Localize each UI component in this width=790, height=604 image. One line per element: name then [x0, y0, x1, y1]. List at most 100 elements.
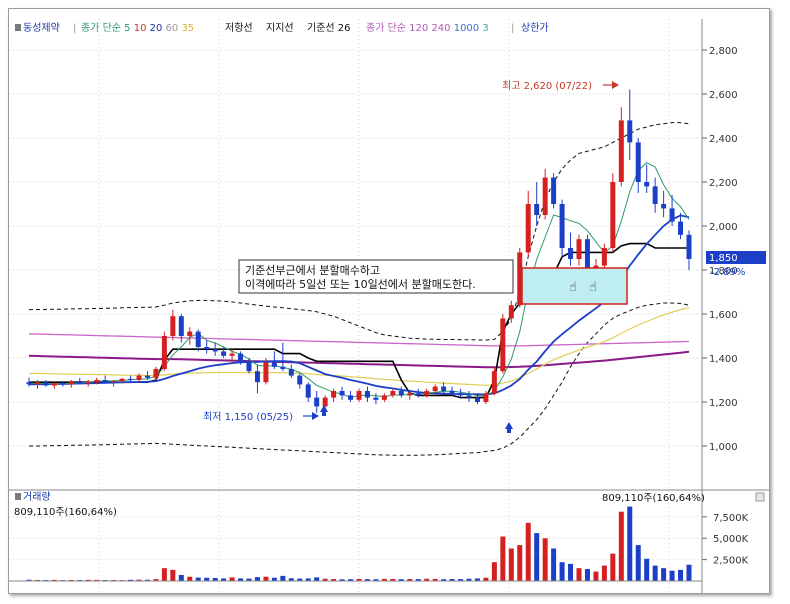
- candle-body: [161, 336, 167, 369]
- candle-body: [271, 362, 277, 367]
- candle-body: [246, 362, 252, 372]
- candle-body: [601, 248, 607, 266]
- signal-arrow-icon: [505, 422, 513, 429]
- candle-body: [331, 391, 337, 398]
- candle-body: [678, 221, 684, 235]
- envelope-lower-line: [29, 302, 690, 456]
- volume-bar: [331, 579, 337, 581]
- candle-body: [635, 142, 641, 182]
- volume-bar: [356, 578, 362, 581]
- candle-body: [51, 383, 57, 386]
- candle-body: [204, 347, 210, 350]
- price-tick-label: 2,000: [709, 222, 738, 233]
- candle-body: [136, 375, 142, 380]
- volume-panel-button[interactable]: [755, 492, 765, 502]
- legend-ma-label: 종가 단순: [81, 22, 124, 34]
- volume-bar: [568, 563, 574, 581]
- volume-bar: [601, 565, 607, 581]
- volume-bar: [449, 579, 455, 581]
- volume-bar: [212, 578, 218, 581]
- candle-body: [610, 182, 616, 248]
- legend-resistance[interactable]: 저항선: [225, 22, 253, 34]
- legend-ma-price[interactable]: 종가 단순 5 10 20 60 35: [81, 22, 194, 34]
- volume-bar: [94, 579, 100, 581]
- legend-support[interactable]: 지지선: [266, 22, 294, 34]
- candle-body: [68, 381, 74, 385]
- candle-body: [288, 369, 294, 376]
- legend-ma-long-period: 3: [482, 23, 488, 34]
- legend-ma-long-period: 1000: [454, 23, 483, 34]
- candle-body: [559, 204, 565, 248]
- candle-body: [280, 366, 286, 369]
- legend-ma-period: 20: [150, 23, 166, 34]
- stock-chart[interactable]: 동성제약 | 종가 단순 5 10 20 60 35 저항선 지지선 기준선 2…: [9, 9, 769, 593]
- candle-body: [381, 395, 387, 400]
- candle-body: [263, 362, 269, 383]
- volume-bar: [466, 578, 472, 581]
- legend-ma-period: 35: [181, 23, 194, 34]
- price-tick-label: 2,200: [709, 178, 738, 189]
- candle-body: [153, 369, 159, 378]
- volume-bar: [161, 568, 167, 581]
- volume-bar: [500, 536, 506, 581]
- hand-cursor-icon-2: ☝: [589, 280, 597, 295]
- candle-body: [441, 386, 447, 391]
- candle-body: [254, 371, 260, 383]
- high-annotation: 최고 2,620 (07/22): [502, 80, 592, 92]
- legend-upper-limit[interactable]: 상한가: [521, 22, 549, 34]
- candle-body: [415, 393, 421, 396]
- volume-bar: [432, 578, 438, 581]
- candle-body: [195, 331, 201, 347]
- candlestick-series: [26, 89, 692, 413]
- price-tick-label: 1,400: [709, 354, 738, 365]
- candle-body: [128, 378, 134, 380]
- legend-ma-long-period: 240: [431, 23, 453, 34]
- legend-base-line[interactable]: 기준선 26: [307, 22, 351, 34]
- volume-bar: [635, 545, 641, 581]
- legend-separator-2: |: [511, 23, 514, 34]
- stock-name[interactable]: 동성제약: [23, 22, 60, 34]
- volume-bar: [381, 578, 387, 581]
- volume-bar: [136, 579, 142, 581]
- volume-title[interactable]: 거래량: [23, 491, 51, 503]
- volume-tick-label: 2,500K: [713, 556, 749, 567]
- candle-body: [178, 316, 184, 336]
- legend-ma-long[interactable]: 종가 단순 120 240 1000 3: [366, 22, 489, 34]
- candle-body: [474, 397, 480, 402]
- ma120-line: [28, 350, 690, 369]
- volume-bar: [424, 578, 430, 581]
- volume-marker-icon: [15, 493, 21, 500]
- low-arrow-head-icon: [312, 412, 319, 420]
- volume-bar: [678, 569, 684, 581]
- volume-bar: [229, 577, 235, 581]
- candle-body: [111, 381, 117, 383]
- price-tick-label: 1,000: [709, 442, 738, 453]
- candle-body: [398, 391, 404, 396]
- candle-body: [314, 397, 320, 407]
- volume-bars: [9, 506, 702, 582]
- last-change: -2.89%: [710, 267, 745, 278]
- volume-bar: [584, 569, 590, 581]
- buy-zone-box: [521, 267, 628, 305]
- candle-body: [542, 177, 548, 215]
- candle-body: [94, 380, 100, 383]
- candle-body: [348, 395, 354, 400]
- price-axis: 2,800 2,600 2,400 2,200 2,000 1,800 1,600 1,400…: [702, 46, 738, 453]
- volume-bar: [661, 568, 667, 581]
- candle-body: [305, 384, 311, 398]
- volume-grid: [9, 516, 702, 561]
- candle-body: [500, 318, 506, 372]
- volume-bar: [34, 579, 40, 581]
- volume-bar: [610, 553, 616, 581]
- volume-bar: [525, 522, 531, 581]
- candle-body: [551, 177, 557, 204]
- legend-bar: 동성제약 | 종가 단순 5 10 20 60 35 저항선 지지선 기준선 2…: [15, 22, 549, 34]
- legend-ma-long-period: 120: [409, 23, 431, 34]
- volume-bar: [322, 578, 328, 581]
- candle-body: [449, 391, 455, 394]
- strategy-note-line2: 이격에따라 5일선 또는 10일선에서 분할매도한다.: [245, 277, 476, 291]
- volume-bar: [280, 575, 286, 581]
- volume-bar: [669, 570, 675, 581]
- volume-bar: [51, 579, 57, 581]
- candle-body: [407, 393, 413, 396]
